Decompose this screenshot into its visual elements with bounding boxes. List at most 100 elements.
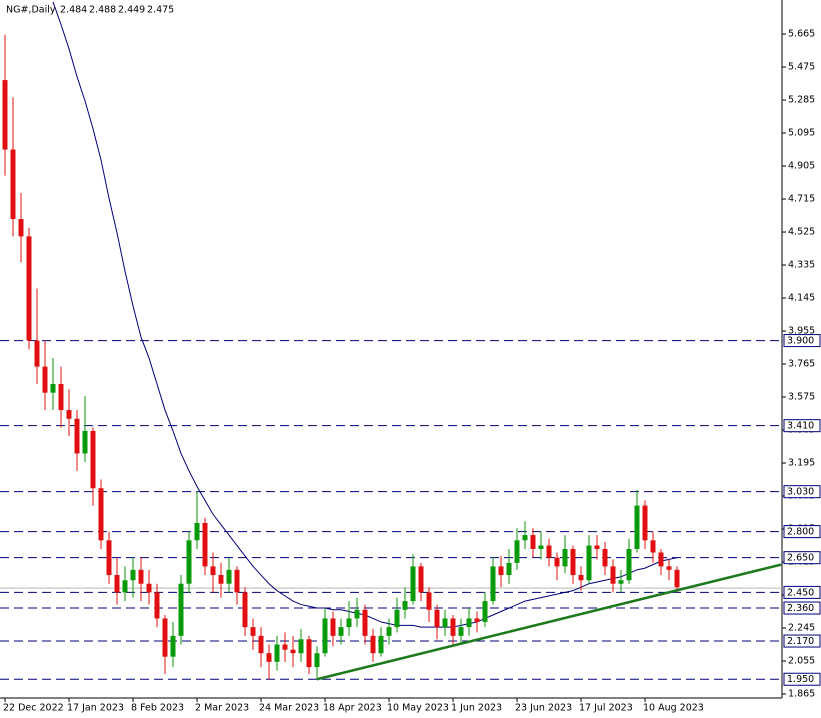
candle-body: [266, 653, 272, 662]
y-tick-label: 4.335: [788, 260, 815, 271]
candle-body: [506, 562, 512, 576]
candle-body: [538, 545, 544, 549]
candle-body: [34, 340, 40, 367]
candle-body: [482, 601, 488, 622]
level-label-box: [783, 634, 821, 648]
level-label-box: [783, 551, 821, 565]
candle-body: [170, 635, 176, 657]
y-tick-label: 1.865: [788, 689, 815, 700]
y-tick-label: 4.715: [788, 194, 815, 205]
candle-body: [290, 649, 296, 654]
candle-body: [146, 583, 152, 593]
y-tick-label: 3.765: [788, 359, 815, 370]
candle-body: [530, 535, 536, 549]
level-label: 3.030: [787, 487, 814, 498]
candle-body: [106, 540, 112, 576]
candle-body: [666, 566, 672, 570]
y-tick-label: 4.905: [788, 161, 815, 172]
candle-body: [154, 592, 160, 619]
candle-body: [402, 601, 408, 610]
x-tick-label: 17 Jan 2023: [67, 703, 124, 714]
candle-body: [610, 566, 616, 584]
x-tick-label: 17 Jul 2023: [579, 703, 633, 714]
y-tick-label: 5.095: [788, 128, 815, 139]
candle-body: [474, 618, 480, 622]
level-label: 3.410: [787, 421, 814, 432]
candle-body: [674, 569, 680, 588]
candle-body: [626, 548, 632, 581]
x-tick-label: 23 Jun 2023: [515, 703, 572, 714]
candle-body: [562, 548, 568, 567]
candle-body: [234, 569, 240, 593]
y-tick-label: 4.145: [788, 293, 815, 304]
candle-body: [50, 383, 56, 393]
level-label: 2.450: [787, 587, 814, 598]
candle-body: [66, 410, 72, 419]
y-tick-label: 3.195: [788, 458, 815, 469]
candle-body: [322, 618, 328, 654]
level-label-box: [783, 525, 821, 539]
y-tick-label: 3.575: [788, 392, 815, 403]
candle-body: [218, 575, 224, 584]
level-label-box: [783, 585, 821, 599]
candle-body: [546, 545, 552, 558]
level-label-box: [783, 334, 821, 348]
level-label: 3.900: [787, 336, 814, 347]
candle-body: [330, 618, 336, 636]
candle-body: [434, 609, 440, 628]
candle-body: [186, 540, 192, 584]
candle-body: [426, 592, 432, 610]
x-tick-label: 8 Feb 2023: [131, 703, 184, 714]
candle-body: [578, 575, 584, 581]
candle-body: [618, 580, 624, 584]
x-tick-label: 1 Jun 2023: [451, 703, 502, 714]
y-tick-label: 5.285: [788, 95, 815, 106]
candle-body: [298, 639, 304, 654]
level-label-box: [783, 601, 821, 615]
candle-body: [82, 430, 88, 454]
candle-body: [306, 639, 312, 668]
candle-body: [554, 557, 560, 567]
header-value: 2.449: [118, 5, 145, 16]
candle-body: [410, 566, 416, 602]
candle-body: [314, 653, 320, 668]
candle-body: [274, 644, 280, 662]
candle-body: [202, 522, 208, 567]
candle-body: [594, 545, 600, 549]
candle-body: [634, 505, 640, 549]
candle-body: [370, 635, 376, 654]
x-tick-label: 10 Aug 2023: [643, 703, 704, 714]
candle-body: [138, 569, 144, 584]
candle-body: [282, 644, 288, 650]
x-tick-label: 22 Dec 2022: [3, 703, 64, 714]
level-label: 2.360: [787, 603, 814, 614]
candle-body: [250, 627, 256, 636]
header-value: 2.488: [89, 5, 116, 16]
header-value: 2.475: [147, 5, 174, 16]
candle-body: [338, 627, 344, 636]
candle-body: [362, 609, 368, 636]
candle-body: [490, 566, 496, 602]
candle-body: [26, 236, 32, 341]
level-label: 2.800: [787, 527, 814, 538]
candle-body: [130, 569, 136, 581]
level-label-box: [783, 672, 821, 686]
candle-body: [122, 580, 128, 593]
level-label-box: [783, 419, 821, 433]
y-tick-label: 5.475: [788, 62, 815, 73]
candle-body: [642, 505, 648, 541]
candle-body: [258, 635, 264, 654]
x-tick-label: 10 May 2023: [387, 703, 449, 714]
candle-body: [458, 627, 464, 636]
candle-body: [194, 522, 200, 541]
trendline: [316, 563, 782, 681]
y-tick-label: 2.245: [788, 623, 815, 634]
candle-body: [378, 635, 384, 654]
x-tick-label: 18 Apr 2023: [323, 703, 382, 714]
candle-body: [42, 366, 48, 393]
candle-body: [514, 540, 520, 563]
candle-body: [162, 618, 168, 657]
y-tick-label: 4.525: [788, 227, 815, 238]
level-label: 2.650: [787, 553, 814, 564]
